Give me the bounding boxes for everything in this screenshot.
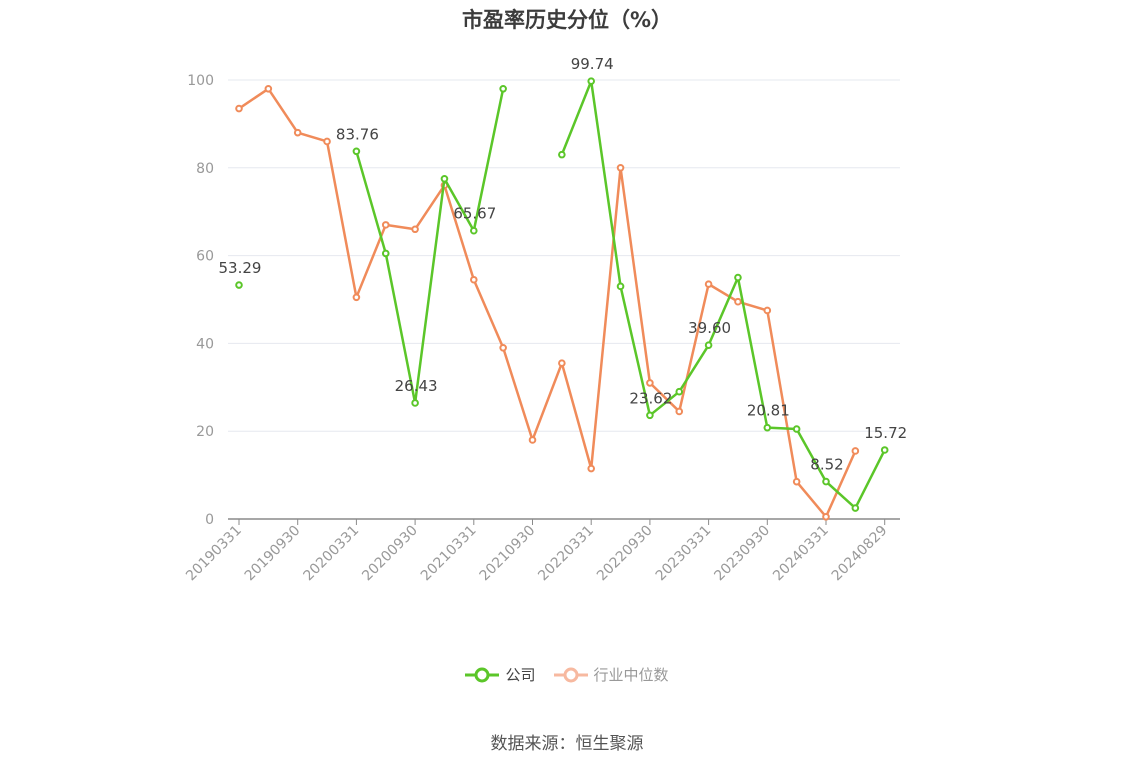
data-point: [822, 477, 830, 486]
data-point: [440, 174, 449, 183]
data-point: [704, 341, 713, 349]
y-tick-label: 80: [196, 161, 214, 177]
series-industry: [235, 84, 860, 521]
data-source-note: 数据来源：恒生聚源: [490, 734, 644, 754]
y-tick-label: 20: [196, 424, 214, 440]
x-tick-label: 20230930: [711, 523, 773, 585]
data-point: [822, 513, 830, 521]
data-point: [352, 293, 361, 302]
x-tick-label: 20230331: [653, 523, 715, 585]
data-point: [880, 446, 889, 454]
data-point: [352, 147, 361, 156]
data-label: 99.74: [571, 55, 614, 73]
data-point: [381, 249, 390, 258]
data-point: [587, 464, 596, 473]
data-point: [381, 221, 390, 229]
data-label: 23.62: [629, 389, 672, 407]
data-point: [587, 77, 596, 85]
legend-industry-label: 行业中位数: [593, 666, 669, 684]
x-tick-label: 20190331: [183, 523, 245, 585]
data-point: [734, 273, 742, 282]
data-point: [528, 436, 537, 444]
series-line: [355, 88, 505, 405]
legend-company-marker-icon: [465, 667, 500, 682]
legend-item-company[interactable]: 公司: [465, 664, 536, 685]
legend-item-industry[interactable]: 行业中位数: [553, 664, 669, 685]
data-point: [323, 137, 331, 146]
data-label: 8.52: [810, 456, 843, 474]
data-point: [264, 84, 273, 93]
axes: 0 20 40 60 80 100 2019033120190930202003312020…: [183, 73, 900, 584]
x-tick-label: 20240331: [770, 523, 832, 585]
x-tick-label: 20210331: [418, 523, 480, 585]
y-tick-label: 40: [196, 336, 214, 352]
data-point: [235, 104, 243, 113]
data-point: [646, 411, 654, 420]
data-point: [675, 407, 684, 416]
x-tick-label: 20240829: [829, 523, 891, 585]
data-label: 53.29: [219, 259, 262, 277]
data-point: [763, 423, 772, 432]
legend-industry-marker-icon: [553, 667, 588, 682]
data-label: 83.76: [336, 125, 379, 143]
y-tick-label: 100: [187, 73, 214, 89]
legend-company-label: 公司: [505, 666, 536, 684]
data-point: [499, 343, 507, 352]
x-tick-label: 20200930: [359, 523, 421, 585]
y-tick-label: 60: [196, 249, 214, 265]
series-line: [238, 87, 857, 519]
x-tick-label: 20220331: [535, 523, 597, 585]
data-point: [470, 226, 478, 235]
chart-title: 市盈率历史分位（%）: [461, 8, 673, 32]
x-tick-label: 20200331: [301, 523, 363, 585]
x-tick-label: 20220930: [594, 523, 656, 585]
data-labels: 53.29 83.76 26.43 65.67 99.74 23.62 39.60 20.81…: [219, 55, 908, 473]
data-point: [470, 275, 478, 284]
data-point: [704, 280, 713, 288]
data-point: [734, 297, 742, 306]
series-lines: [235, 77, 889, 521]
data-point: [675, 387, 684, 396]
data-point: [851, 447, 860, 455]
data-point: [763, 306, 772, 315]
data-label: 20.81: [747, 402, 790, 420]
data-label: 26.43: [395, 377, 438, 395]
data-point: [616, 282, 625, 291]
data-point: [293, 128, 302, 137]
data-label: 39.60: [688, 319, 731, 337]
data-point: [646, 379, 654, 387]
x-tick-label: 20190930: [242, 523, 304, 585]
data-point: [411, 225, 419, 234]
x-tick-label: 20210930: [477, 523, 539, 585]
data-label: 15.72: [864, 424, 907, 442]
y-tick-label: 0: [205, 512, 214, 528]
data-point: [499, 84, 507, 93]
data-point: [792, 477, 801, 486]
data-point: [792, 425, 801, 433]
data-point: [558, 150, 566, 159]
data-point: [616, 164, 625, 172]
data-point: [558, 359, 566, 367]
legend: 公司 行业中位数: [0, 664, 1134, 685]
line-chart: 0 20 40 60 80 100 2019033120190930202003312020…: [183, 55, 908, 584]
data-point: [411, 399, 419, 407]
data-point: [235, 281, 243, 289]
data-label: 65.67: [453, 205, 496, 223]
grid-lines: [228, 79, 900, 432]
series-company: [235, 77, 889, 512]
data-point: [851, 504, 860, 512]
series-line: [560, 79, 886, 510]
